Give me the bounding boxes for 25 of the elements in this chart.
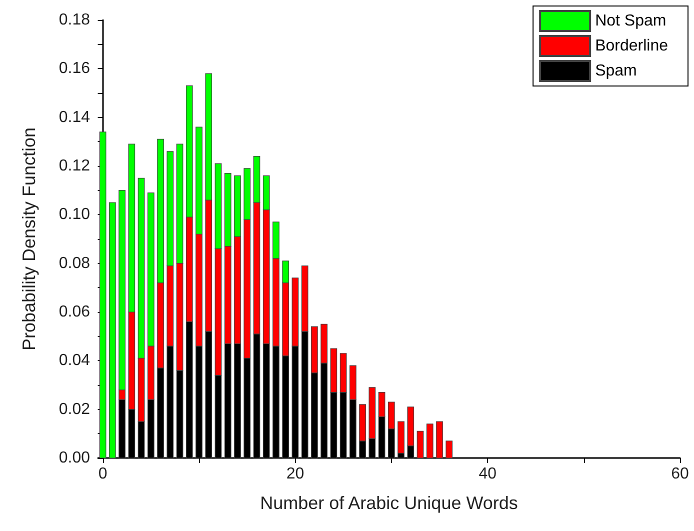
x-axis-title: Number of Arabic Unique Words	[260, 493, 518, 513]
y-tick-label: 0.08	[58, 254, 90, 272]
y-tick-label: 0.12	[58, 158, 90, 174]
x-tick-label: 40	[478, 466, 497, 482]
x-tick-label: 20	[286, 466, 304, 482]
bar	[109, 202, 116, 458]
bar	[99, 132, 106, 458]
y-tick-label: 0.06	[58, 304, 90, 320]
x-tick-label: 0	[98, 466, 108, 482]
bar	[426, 424, 434, 458]
bar	[416, 430, 424, 458]
y-tick-label: 0.18	[58, 12, 90, 28]
bar	[436, 421, 443, 458]
y-tick-label: 0.02	[58, 400, 90, 418]
legend-label: Not Spam	[595, 12, 666, 30]
legend-label: Borderline	[595, 38, 668, 54]
y-tick-label: 0.00	[58, 450, 90, 466]
y-tick-label: 0.04	[58, 352, 90, 370]
legend-label: Spam	[595, 62, 637, 80]
x-tick-label: 60	[671, 466, 689, 482]
y-axis-title: Probability Density Function	[19, 127, 39, 351]
y-tick-label: 0.16	[58, 60, 90, 78]
y-tick-label: 0.14	[58, 108, 90, 126]
bar	[446, 440, 453, 458]
y-tick-label: 0.10	[58, 206, 90, 224]
